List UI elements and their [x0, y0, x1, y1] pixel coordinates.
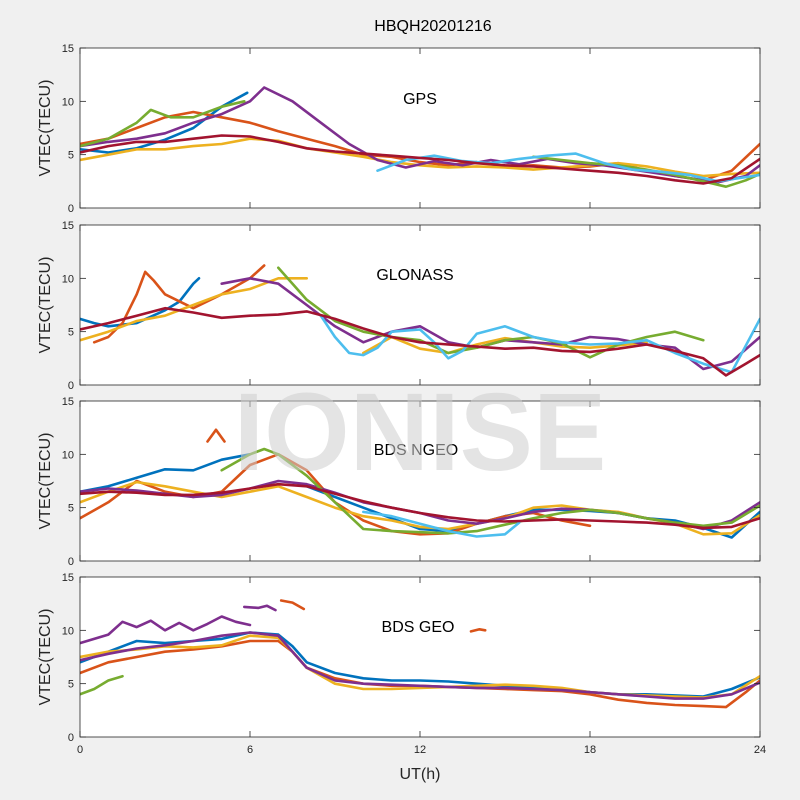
ytick-label: 0 [68, 380, 74, 392]
series-0-line-0 [80, 453, 252, 493]
ytick-label: 5 [68, 327, 74, 339]
series-3-line-2 [80, 631, 760, 700]
ytick-label: 10 [62, 449, 74, 461]
ytick-label: 15 [62, 572, 74, 584]
ytick-label: 10 [62, 96, 74, 108]
ytick-label: 0 [68, 556, 74, 568]
ytick-label: 5 [68, 679, 74, 691]
ytick-label: 15 [62, 43, 74, 55]
series-3-line-0 [80, 86, 760, 184]
ytick-label: 0 [68, 732, 74, 744]
xtick-label: 24 [754, 744, 766, 756]
y-axis-label: VTEC(TECU) [37, 257, 54, 354]
series-2-line-1 [362, 335, 648, 355]
series-5-line-0 [362, 510, 521, 538]
series-4-line-0 [80, 674, 124, 696]
series-6-line-0 [80, 134, 760, 185]
series-1-line-1 [206, 428, 226, 443]
ytick-label: 10 [62, 273, 74, 285]
x-axis-label: UT(h) [400, 766, 441, 783]
series-4-line-0 [80, 100, 246, 148]
series-3-line-1 [243, 604, 277, 612]
panel-3: 0 5 10 15 0 6 12 18 24 BDS GEO VTEC(TECU) UT(h) [37, 572, 766, 783]
xtick-label: 0 [77, 744, 83, 756]
panel-title: GLONASS [376, 267, 453, 284]
plot-area [80, 225, 760, 385]
series-6-line-0 [80, 482, 760, 530]
y-axis-label: VTEC(TECU) [37, 80, 54, 177]
series-6-line-0 [80, 306, 760, 377]
series-5-line-0 [376, 152, 760, 183]
ytick-label: 15 [62, 220, 74, 232]
ytick-label: 5 [68, 503, 74, 515]
ytick-label: 5 [68, 150, 74, 162]
series-1-line-1 [279, 599, 306, 611]
series-1-line-2 [469, 628, 487, 633]
series-group [80, 86, 760, 188]
panel-1: 0 5 10 15 GLONASS VTEC(TECU) [37, 220, 761, 392]
panel-0: 0 5 10 15 GPS VTEC(TECU) [37, 43, 761, 215]
series-group [80, 428, 760, 539]
panel-title: BDS NGEO [374, 442, 458, 459]
y-axis-label: VTEC(TECU) [37, 433, 54, 530]
ytick-label: 15 [62, 396, 74, 408]
ytick-label: 10 [62, 625, 74, 637]
figure-title: HBQH20201216 [374, 18, 492, 35]
watermark: IONISE [234, 371, 607, 494]
ytick-label: 0 [68, 203, 74, 215]
panel-title: BDS GEO [382, 619, 455, 636]
panels-group: 0 5 10 15 GPS VTEC(TECU) 0 5 10 15 GLONASS VTEC(TEC… [37, 43, 766, 783]
series-group [80, 264, 760, 377]
panel-title: GPS [403, 91, 437, 108]
series-0-line-0 [80, 277, 201, 328]
series-4-line-0 [220, 447, 760, 535]
plot-area [80, 577, 760, 737]
y-axis-label: VTEC(TECU) [37, 609, 54, 706]
xtick-label: 12 [414, 744, 426, 756]
series-group [80, 599, 760, 709]
xtick-label: 18 [584, 744, 596, 756]
xtick-label: 6 [247, 744, 253, 756]
panel-2: 0 5 10 15 BDS NGEO VTEC(TECU) [37, 396, 761, 568]
series-3-line-0 [80, 615, 252, 645]
